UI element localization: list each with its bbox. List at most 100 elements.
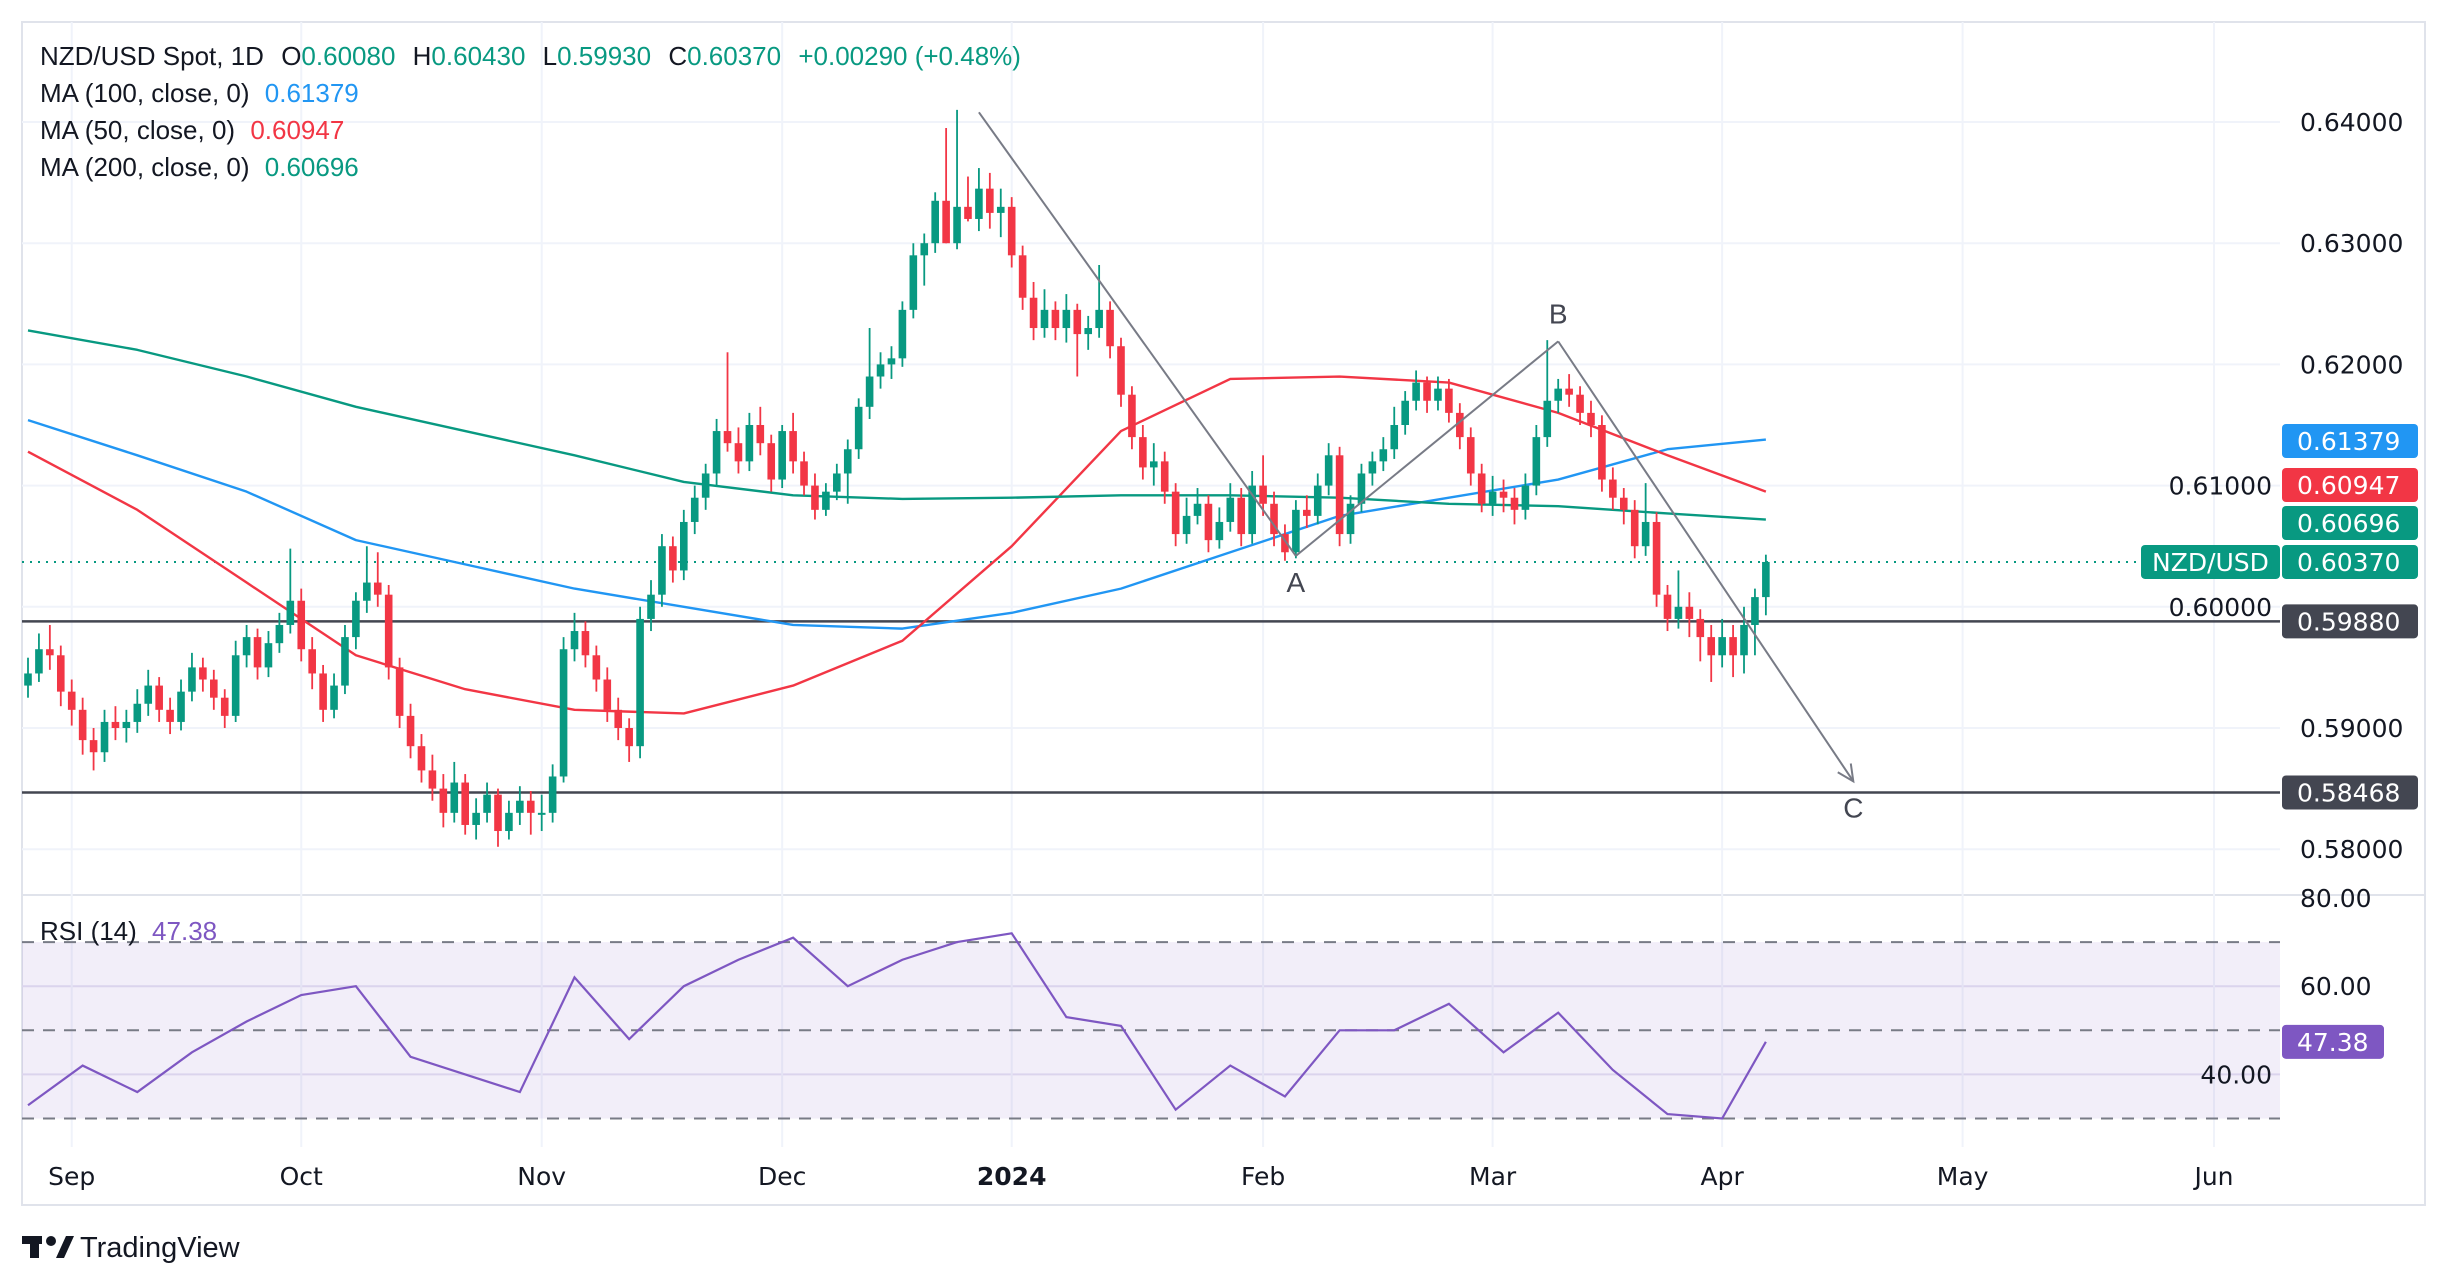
candle-body [625, 728, 633, 747]
candle [264, 631, 273, 678]
candle-body [1707, 637, 1716, 656]
ma200-price-tag-text: 0.60696 [2297, 509, 2400, 538]
candle [461, 774, 469, 835]
candle-body [100, 721, 109, 753]
candle [1630, 500, 1639, 559]
candle-body [876, 364, 885, 377]
candle-body [865, 376, 874, 407]
candle-body [264, 643, 273, 668]
candle [669, 536, 677, 583]
ma50-price-tag-text: 0.60947 [2297, 471, 2400, 500]
candle [843, 439, 852, 504]
price-tick-label: 0.60000 [2169, 593, 2272, 622]
candle [373, 552, 382, 607]
candle [1488, 475, 1497, 516]
trend-line[interactable] [1295, 340, 1559, 557]
candle-body [1215, 521, 1224, 541]
tradingview-logo[interactable]: TradingView [22, 1232, 241, 1264]
candle [1707, 624, 1716, 682]
ma200-price-tag-bg [2282, 506, 2418, 540]
legend-ma100[interactable]: MA (100, close, 0) 0.61379 [40, 78, 359, 108]
candle-body [1456, 412, 1464, 438]
price-axis[interactable]: 0.64000 0.63000 0.62000 0.61000 0.60000 0.590… [2169, 108, 2404, 864]
ma50-price-tag-bg [2282, 468, 2418, 502]
candle [953, 109, 961, 250]
candle [1762, 554, 1770, 616]
wave-annotation[interactable]: A B C [978, 111, 1864, 823]
legend-rsi[interactable]: RSI (14) 47.38 [40, 916, 217, 946]
candle [1587, 400, 1595, 438]
candle [384, 584, 393, 680]
candle-body [559, 649, 568, 777]
candle [406, 703, 415, 759]
candle-body [887, 358, 896, 365]
level-2-tag-text: 0.58468 [2297, 778, 2400, 807]
candle-body [614, 709, 623, 728]
candle [996, 188, 1005, 238]
candle [1510, 488, 1519, 525]
candle [1073, 303, 1082, 377]
rsi-axis[interactable]: 80.00 60.00 40.00 [2200, 884, 2371, 1089]
candle-body [1423, 382, 1431, 401]
candle-body [756, 425, 765, 444]
candle [854, 398, 863, 459]
candle-body [898, 309, 907, 359]
candle-body [89, 740, 98, 753]
candle-body [1488, 491, 1497, 504]
candle [975, 168, 983, 232]
candle [494, 788, 502, 847]
candle [1696, 609, 1705, 662]
candle [778, 425, 786, 489]
legend-ma50[interactable]: MA (50, close, 0) 0.60947 [40, 115, 344, 145]
trend-line[interactable] [978, 111, 1297, 557]
candle-body [1390, 425, 1399, 450]
candle [942, 128, 950, 244]
candle [658, 534, 666, 607]
time-tick-label: Apr [1701, 1162, 1745, 1191]
candle-body [1565, 388, 1573, 395]
candle-body [1303, 509, 1311, 516]
candle-body [570, 631, 579, 650]
trend-line[interactable] [1557, 340, 1855, 782]
ma100-price-tag: 0.61379 [2282, 424, 2418, 458]
candle [570, 612, 579, 662]
candle-body [330, 685, 338, 710]
candle [122, 709, 131, 743]
candle-body [111, 721, 120, 728]
candle-body [1630, 509, 1639, 547]
time-axis[interactable]: Sep Oct Nov Dec 2024 Feb Mar Apr May Jun [48, 1162, 2233, 1191]
candle [363, 546, 371, 613]
candle [1412, 370, 1420, 411]
candle [1477, 463, 1486, 513]
candle-body [1292, 509, 1300, 553]
candle-body [166, 709, 174, 722]
candle [1270, 491, 1278, 547]
candle-body [395, 667, 404, 716]
candle [1040, 289, 1049, 338]
horizontal-levels[interactable] [22, 620, 2280, 794]
symbol-title[interactable]: NZD/USD Spot, 1D [40, 41, 264, 71]
candle [1117, 337, 1125, 407]
candle [297, 588, 306, 662]
legend-ma200[interactable]: MA (200, close, 0) 0.60696 [40, 152, 359, 182]
candle [1729, 624, 1737, 678]
wave-label-a: A [1287, 567, 1306, 598]
candle [1171, 483, 1180, 547]
candle-body [996, 206, 1005, 213]
low-value: 0.59930 [557, 41, 651, 71]
candle-body [548, 776, 557, 813]
candle [199, 657, 207, 692]
rsi-tag-bg [2282, 1024, 2384, 1059]
candle-body [1139, 437, 1147, 468]
candle-body [1324, 455, 1333, 486]
candle-body [1357, 473, 1366, 504]
candle [1685, 592, 1694, 638]
candle-body [1040, 309, 1049, 329]
rsi-tick-label: 40.00 [2200, 1060, 2272, 1089]
candle [1456, 403, 1464, 450]
candle-body [286, 600, 295, 625]
candle [505, 800, 513, 840]
candle [1237, 488, 1246, 547]
price-tick-label: 0.64000 [2300, 108, 2403, 137]
